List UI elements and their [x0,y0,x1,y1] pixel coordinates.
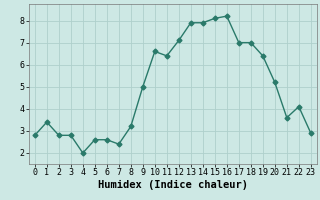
X-axis label: Humidex (Indice chaleur): Humidex (Indice chaleur) [98,180,248,190]
